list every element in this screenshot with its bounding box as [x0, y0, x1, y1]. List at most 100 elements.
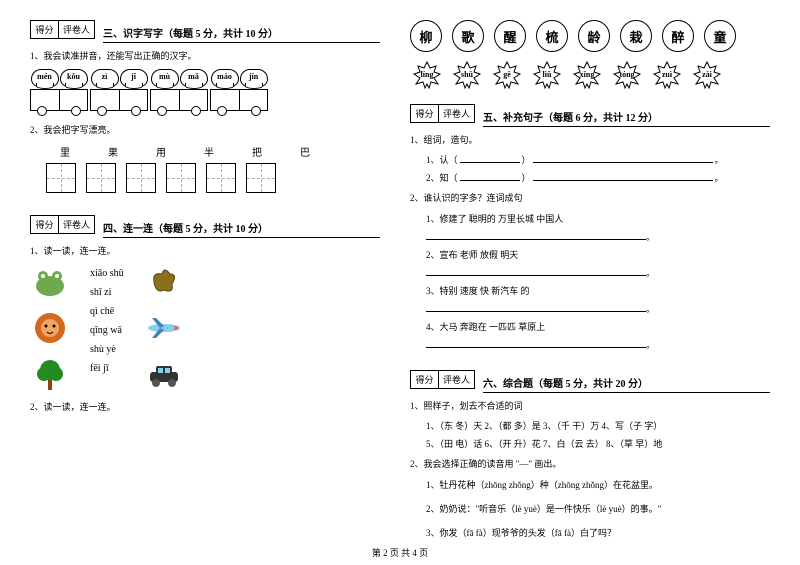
- char-label: 用: [146, 144, 176, 159]
- hanzi-circle: 梳: [536, 20, 568, 52]
- hanzi-circle: 歌: [452, 20, 484, 52]
- q6-1-line1: 1、（东 冬）天 2、（都 多）是 3、（千 干）万 4、写（子 字）: [426, 417, 770, 435]
- cloud-pinyin: jǐ: [120, 69, 148, 87]
- tian-row: [46, 163, 380, 193]
- q6-2-item: 2、奶奶说："听音乐（lè yuè）是一件快乐（lè yuè）的事。": [426, 500, 770, 518]
- q6-2-item: 1、牡丹花种（zhōng zhǒng）种（zhōng zhǒng）在花盆里。: [426, 476, 770, 494]
- tian-grid: [206, 163, 236, 193]
- leaf-pinyin: xǐng: [570, 60, 604, 92]
- char-label: 半: [194, 144, 224, 159]
- score-label: 得分: [31, 216, 59, 233]
- score-label: 得分: [411, 105, 439, 122]
- tree-icon: [30, 356, 70, 392]
- car-icon: [144, 356, 184, 392]
- q6-2-text: 2、我会选择正确的读音用 "—" 画出。: [410, 457, 770, 471]
- match-pinyin-col: xiǎo shǔ shī zi qì chē qīng wā shù yè fē…: [90, 264, 124, 392]
- frog-icon: [30, 264, 70, 300]
- pinyin-item: qīng wā: [90, 325, 124, 336]
- tian-grid: [46, 163, 76, 193]
- leaf-pinyin: gē: [490, 60, 524, 92]
- score-label: 得分: [411, 371, 439, 388]
- char-label: 里: [50, 144, 80, 159]
- score-box: 得分 评卷人: [30, 215, 95, 234]
- cloud-car-row: mén kǒu zì jǐ mù mǎ máo jīn: [30, 69, 380, 111]
- cloud-group: máo jīn: [210, 69, 268, 111]
- char-label: 巴: [290, 144, 320, 159]
- cloud-pinyin: mù: [151, 69, 179, 87]
- leaf-row: líng shū gē liǔ xǐng tóng zuì zāi: [410, 60, 770, 92]
- pinyin-item: xiǎo shǔ: [90, 268, 124, 279]
- q4-2-text: 2、读一读，连一连。: [30, 400, 380, 414]
- q5-2-item: 4、大马 奔跑在 一匹匹 草原上: [426, 318, 770, 336]
- pinyin-item: shù yè: [90, 344, 124, 355]
- car-box: [30, 89, 88, 111]
- reviewer-label: 评卷人: [59, 216, 94, 233]
- cloud-group: mén kǒu: [30, 69, 88, 111]
- airplane-icon: [144, 310, 184, 346]
- section-3-title: 三、识字写字（每题 5 分，共计 10 分）: [103, 25, 380, 43]
- section-4-header: 得分 评卷人 四、连一连（每题 5 分，共计 10 分）: [30, 215, 380, 238]
- q5-2-text: 2、谁认识的字多？连词成句: [410, 191, 770, 205]
- section-5-title: 五、补充句子（每题 6 分，共计 12 分）: [483, 109, 770, 127]
- tian-grid: [126, 163, 156, 193]
- hanzi-circle: 醒: [494, 20, 526, 52]
- q3-2-text: 2、我会把字写漂亮。: [30, 123, 380, 137]
- hanzi-circle: 龄: [578, 20, 610, 52]
- score-box: 得分 评卷人: [410, 370, 475, 389]
- score-box: 得分 评卷人: [30, 20, 95, 39]
- leaves-icon: [144, 264, 184, 300]
- q5-2-item: 2、宣布 老师 放假 明天: [426, 246, 770, 264]
- section-6-header: 得分 评卷人 六、综合题（每题 5 分，共计 20 分）: [410, 370, 770, 393]
- match-left-images: [30, 264, 70, 392]
- cloud-pinyin: mén: [31, 69, 59, 87]
- car-box: [150, 89, 208, 111]
- q5-1-item: 1、认（）。: [426, 151, 770, 169]
- q5-1-item: 2、知（）。: [426, 169, 770, 187]
- cloud-pinyin: zì: [91, 69, 119, 87]
- section-3-header: 得分 评卷人 三、识字写字（每题 5 分，共计 10 分）: [30, 20, 380, 43]
- q6-1-line2: 5、（田 电）话 6、（开 升）花 7、白（云 去） 8、（草 早）地: [426, 435, 770, 453]
- leaf-pinyin: zāi: [690, 60, 724, 92]
- cloud-group: mù mǎ: [150, 69, 208, 111]
- section-6-title: 六、综合题（每题 5 分，共计 20 分）: [483, 375, 770, 393]
- section-5-header: 得分 评卷人 五、补充句子（每题 6 分，共计 12 分）: [410, 104, 770, 127]
- q5-2-line: 。: [426, 336, 770, 354]
- q5-2-item: 1、修建了 聪明的 万里长城 中国人: [426, 210, 770, 228]
- leaf-pinyin: shū: [450, 60, 484, 92]
- pinyin-item: fēi jī: [90, 363, 124, 374]
- char-label-row: 里 果 用 半 把 巴: [50, 144, 380, 159]
- tian-grid: [86, 163, 116, 193]
- q6-2-item: 3、你发（fā fà）现爷爷的头发（fā fà）白了吗？: [426, 524, 770, 542]
- cloud-pinyin: kǒu: [60, 69, 88, 87]
- page-footer: 第 2 页 共 4 页: [372, 546, 428, 559]
- char-label: 果: [98, 144, 128, 159]
- score-box: 得分 评卷人: [410, 104, 475, 123]
- leaf-pinyin: líng: [410, 60, 444, 92]
- right-page: 柳 歌 醒 梳 龄 栽 醉 童 líng shū gē liǔ xǐng tón…: [400, 0, 800, 565]
- car-box: [90, 89, 148, 111]
- q3-1-text: 1、我会读准拼音，还能写出正确的汉字。: [30, 49, 380, 63]
- leaf-pinyin: tóng: [610, 60, 644, 92]
- reviewer-label: 评卷人: [439, 371, 474, 388]
- match-area: xiǎo shǔ shī zi qì chē qīng wā shù yè fē…: [30, 264, 380, 392]
- char-label: 把: [242, 144, 272, 159]
- reviewer-label: 评卷人: [439, 105, 474, 122]
- left-page: 得分 评卷人 三、识字写字（每题 5 分，共计 10 分） 1、我会读准拼音，还…: [0, 0, 400, 565]
- hanzi-circle: 醉: [662, 20, 694, 52]
- section-4-title: 四、连一连（每题 5 分，共计 10 分）: [103, 220, 380, 238]
- tian-grid: [246, 163, 276, 193]
- hanzi-circle: 柳: [410, 20, 442, 52]
- car-box: [210, 89, 268, 111]
- leaf-pinyin: zuì: [650, 60, 684, 92]
- hanzi-circle: 童: [704, 20, 736, 52]
- cloud-pinyin: mǎ: [180, 69, 208, 87]
- pinyin-item: shī zi: [90, 287, 124, 298]
- q6-1-text: 1、照样子，划去不合适的词: [410, 399, 770, 413]
- cloud-pinyin: jīn: [240, 69, 268, 87]
- reviewer-label: 评卷人: [59, 21, 94, 38]
- match-right-images: [144, 264, 184, 392]
- leaf-pinyin: liǔ: [530, 60, 564, 92]
- cloud-group: zì jǐ: [90, 69, 148, 111]
- cloud-pinyin: máo: [211, 69, 239, 87]
- q4-1-text: 1、读一读，连一连。: [30, 244, 380, 258]
